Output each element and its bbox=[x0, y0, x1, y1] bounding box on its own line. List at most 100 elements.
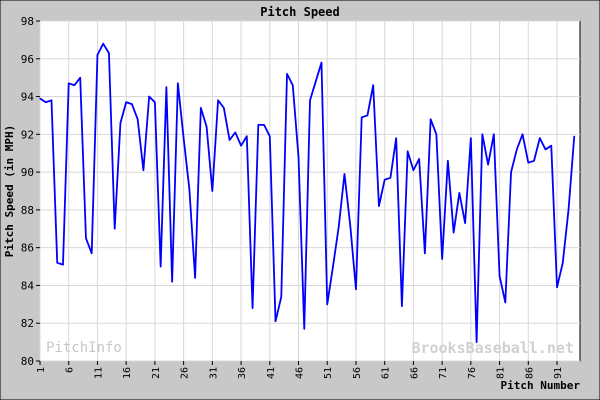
data-point bbox=[165, 86, 167, 88]
data-point bbox=[228, 139, 231, 141]
data-point bbox=[487, 163, 489, 166]
x-axis-label: Pitch Number bbox=[501, 379, 581, 392]
data-point bbox=[412, 169, 415, 171]
x-tick-label: 26 bbox=[180, 367, 191, 379]
data-point bbox=[550, 145, 552, 147]
data-point bbox=[280, 296, 282, 298]
x-tick-label: 36 bbox=[237, 367, 248, 379]
data-point bbox=[45, 101, 47, 103]
watermark-pitchinfo: PitchInfo bbox=[46, 340, 122, 356]
x-tick-label: 1 bbox=[36, 367, 47, 373]
data-point bbox=[309, 99, 311, 101]
data-point bbox=[430, 118, 432, 120]
data-point bbox=[286, 73, 288, 75]
data-point bbox=[516, 148, 518, 151]
y-tick-label: 90 bbox=[21, 166, 34, 179]
data-point bbox=[188, 188, 190, 190]
data-point bbox=[567, 209, 570, 211]
data-point bbox=[211, 190, 213, 192]
data-point bbox=[349, 224, 351, 226]
data-point bbox=[527, 162, 529, 164]
data-point bbox=[297, 156, 300, 158]
watermarks: PitchInfo BrooksBaseball.net bbox=[46, 339, 574, 357]
data-point bbox=[372, 84, 374, 86]
data-point bbox=[137, 118, 139, 120]
x-tick-label: 11 bbox=[93, 367, 104, 379]
data-point bbox=[510, 171, 512, 173]
data-point bbox=[56, 262, 58, 264]
data-point bbox=[234, 131, 236, 134]
data-point bbox=[361, 116, 363, 118]
data-point bbox=[539, 137, 541, 139]
data-point bbox=[177, 82, 179, 84]
y-tick-label: 88 bbox=[21, 204, 34, 217]
data-point bbox=[389, 177, 392, 179]
x-tick-label: 16 bbox=[122, 367, 133, 379]
data-point bbox=[246, 135, 248, 137]
data-point bbox=[96, 54, 99, 56]
data-point bbox=[274, 320, 277, 322]
data-point bbox=[521, 133, 524, 135]
x-tick-label: 31 bbox=[208, 367, 219, 379]
data-point bbox=[223, 107, 225, 109]
x-tick-label: 56 bbox=[352, 367, 363, 379]
data-point bbox=[91, 252, 93, 254]
data-point bbox=[171, 281, 173, 283]
data-point bbox=[217, 99, 219, 101]
data-point bbox=[407, 150, 409, 152]
data-point bbox=[343, 173, 346, 175]
data-point bbox=[251, 307, 254, 309]
x-tick-label: 6 bbox=[65, 367, 76, 373]
data-point bbox=[366, 114, 369, 117]
data-point bbox=[62, 264, 64, 266]
y-axis-label: Pitch Speed (in MPH) bbox=[3, 125, 16, 257]
data-point bbox=[183, 137, 185, 139]
data-point bbox=[303, 328, 305, 330]
y-tick-label: 96 bbox=[21, 53, 34, 66]
data-point bbox=[458, 192, 460, 194]
series-layer bbox=[39, 42, 576, 344]
data-point bbox=[240, 145, 242, 147]
data-point bbox=[533, 160, 535, 162]
x-tick-label: 21 bbox=[151, 367, 162, 379]
x-tick-label: 61 bbox=[381, 367, 392, 379]
data-point bbox=[562, 262, 564, 264]
x-tick-label: 81 bbox=[496, 367, 507, 379]
data-point bbox=[269, 135, 271, 137]
y-tick-label: 80 bbox=[21, 355, 34, 368]
data-point bbox=[435, 133, 437, 135]
data-point bbox=[493, 133, 495, 135]
x-tick-label: 71 bbox=[438, 367, 449, 379]
data-point bbox=[320, 61, 323, 64]
data-point bbox=[39, 97, 41, 100]
chart-title: Pitch Speed bbox=[260, 5, 339, 19]
data-point bbox=[148, 95, 150, 98]
x-tick-label: 76 bbox=[467, 367, 478, 379]
data-point bbox=[378, 205, 380, 207]
x-tick-label: 86 bbox=[524, 367, 535, 379]
data-point bbox=[257, 124, 259, 126]
series-line bbox=[39, 42, 576, 344]
data-point bbox=[418, 158, 420, 160]
y-tick-label: 86 bbox=[21, 242, 34, 255]
data-point bbox=[205, 126, 208, 128]
data-point bbox=[142, 169, 145, 171]
data-point bbox=[424, 252, 426, 254]
data-point bbox=[154, 101, 156, 103]
data-point bbox=[68, 82, 70, 84]
y-tick-label: 84 bbox=[21, 279, 35, 292]
data-point bbox=[131, 103, 133, 105]
x-tick-label: 41 bbox=[266, 367, 277, 379]
data-point bbox=[315, 80, 317, 83]
data-point bbox=[194, 277, 196, 279]
data-point bbox=[470, 137, 472, 139]
data-point bbox=[384, 179, 386, 181]
data-point bbox=[125, 101, 127, 103]
grid-lines bbox=[39, 20, 580, 362]
x-tick-label: 91 bbox=[553, 367, 564, 379]
data-point bbox=[263, 124, 265, 126]
x-tick-label: 51 bbox=[323, 367, 334, 379]
y-tick-label: 82 bbox=[21, 317, 34, 330]
data-point bbox=[332, 265, 334, 268]
